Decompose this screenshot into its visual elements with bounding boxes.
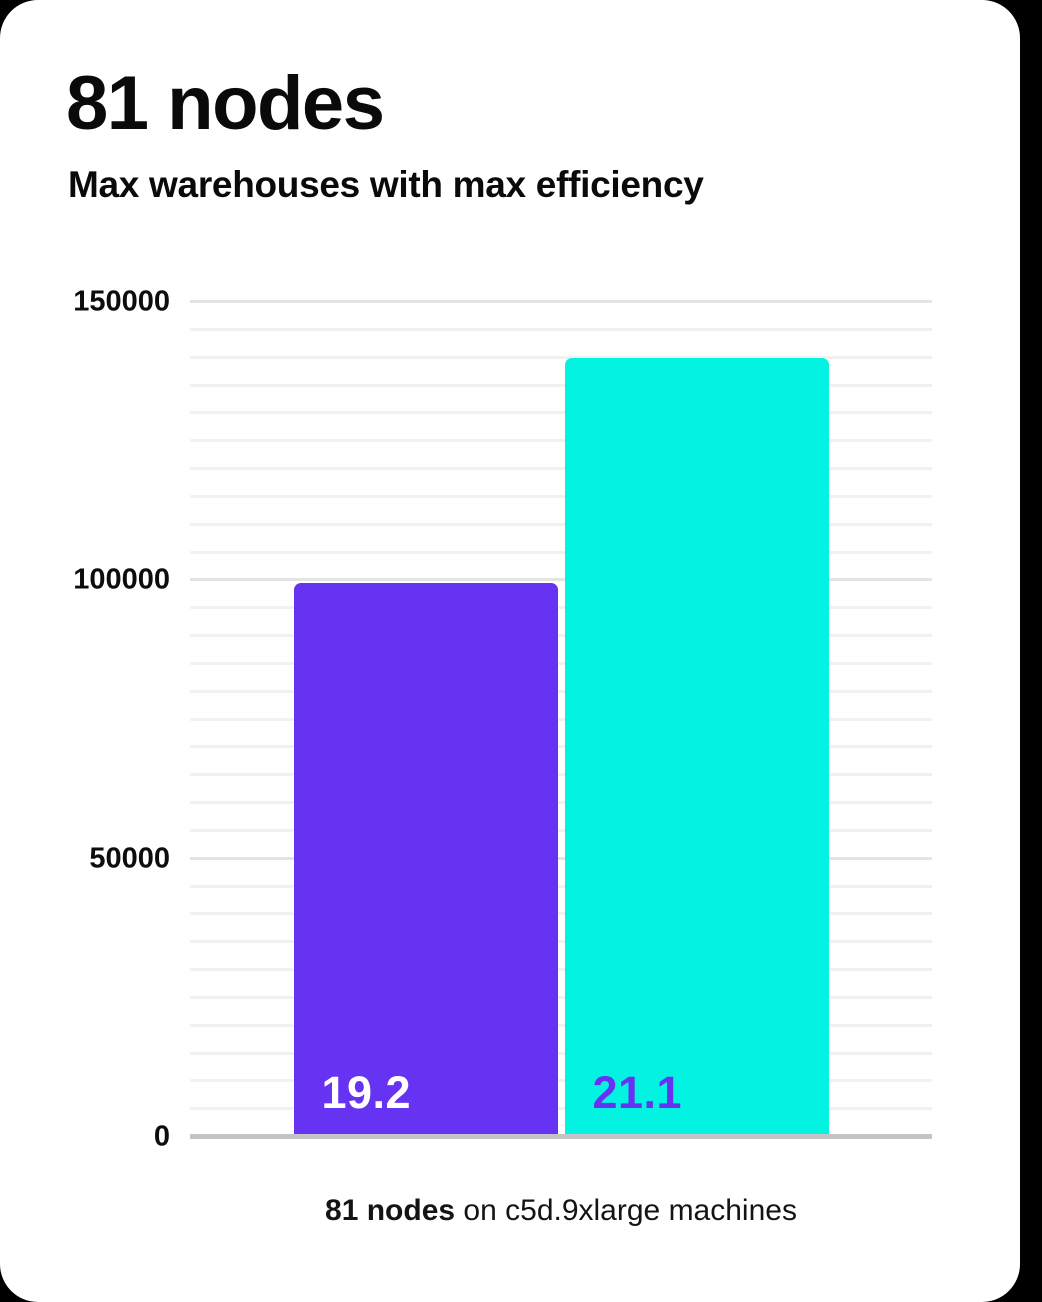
x-axis-baseline	[190, 1134, 932, 1139]
gridline	[190, 1107, 932, 1111]
bar-value-label: 21.1	[592, 1067, 683, 1118]
gridline	[190, 578, 932, 582]
gridline	[190, 968, 932, 971]
bar-19-2: 19.2	[293, 583, 558, 1137]
gridline	[190, 467, 932, 470]
gridline	[190, 912, 932, 916]
gridline	[190, 300, 932, 303]
gridline	[190, 745, 932, 749]
bar-value-label: 19.2	[321, 1067, 412, 1118]
gridline	[190, 940, 932, 944]
gridline	[190, 383, 932, 387]
gridline	[190, 856, 932, 860]
gridline	[190, 522, 932, 526]
gridline	[190, 884, 932, 888]
gridline	[190, 634, 932, 637]
gridline	[190, 1023, 932, 1027]
gridline	[190, 355, 932, 359]
y-axis-tick-label: 0	[153, 1120, 170, 1153]
page-subtitle: Max warehouses with max efficiency	[68, 164, 704, 205]
gridline	[190, 1051, 932, 1055]
gridline	[190, 494, 932, 498]
caption-bold-text: 81 nodes	[325, 1194, 456, 1227]
gridline	[190, 606, 932, 610]
gridline	[190, 411, 932, 415]
y-axis-tick-label: 150000	[73, 285, 170, 318]
gridline	[190, 773, 932, 777]
gridline	[190, 717, 932, 721]
page-title: 81 nodes	[66, 61, 385, 146]
gridline	[190, 828, 932, 832]
plot-area: 19.2 21.1	[190, 300, 932, 1139]
gridline	[190, 995, 932, 999]
gridline	[190, 801, 932, 804]
gridline	[190, 661, 932, 665]
y-axis: 0 50000 100000 150000	[0, 286, 170, 1153]
chart-caption: 81 nodes on c5d.9xlarge machines	[190, 1194, 932, 1228]
gridline	[190, 550, 932, 554]
bar-21-1: 21.1	[564, 357, 829, 1137]
gridline	[190, 689, 932, 693]
y-axis-tick-label: 50000	[89, 842, 170, 875]
y-axis-tick-label: 100000	[73, 563, 170, 596]
caption-regular-text: on c5d.9xlarge machines	[455, 1194, 797, 1227]
gridline	[190, 439, 932, 443]
chart-card: 81 nodes Max warehouses with max efficie…	[0, 0, 1020, 1302]
gridline	[190, 327, 932, 331]
gridline	[190, 1079, 932, 1083]
